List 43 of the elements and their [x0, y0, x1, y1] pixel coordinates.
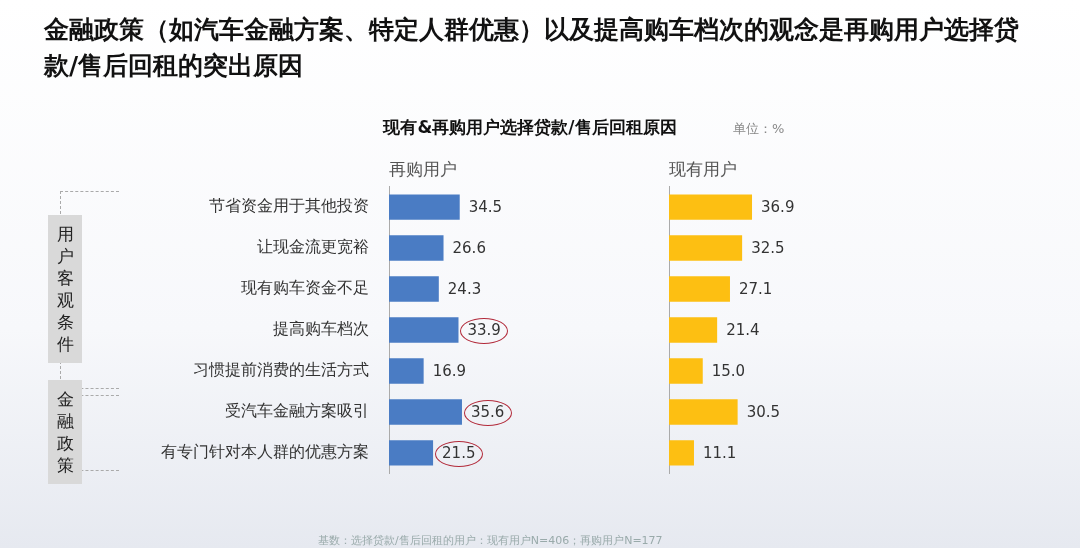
y-tick-label: 受汽车金融方案吸引: [225, 401, 369, 421]
text: 金融政策: [48, 380, 82, 485]
data-label: 33.9: [467, 320, 501, 339]
text: 用户客观条件: [48, 215, 82, 364]
data-label: 15.0: [711, 361, 746, 380]
bar: [669, 440, 694, 466]
y-tick-label: 习惯提前消费的生活方式: [193, 360, 369, 380]
y-tick-label: 现有购车资金不足: [241, 278, 369, 298]
bar: [389, 194, 460, 220]
data-label: 21.4: [726, 320, 760, 339]
data-label: 36.9: [761, 197, 795, 216]
bar: [389, 358, 424, 384]
series-label: 再购用户: [389, 158, 457, 181]
data-label: 21.5: [442, 443, 476, 462]
y-tick-label: 有专门针对本人群的优惠方案: [161, 442, 369, 462]
y-tick-label: 让现金流更宽裕: [257, 237, 369, 257]
text: 基数：选择贷款/售后回租的用户：现有用户N=406；再购用户N=177: [318, 533, 663, 548]
data-label: 26.6: [452, 238, 486, 257]
text: 现有&再购用户选择贷款/售后回租原因: [381, 116, 678, 139]
bar: [669, 358, 703, 384]
data-label: 32.5: [751, 238, 785, 257]
data-label: 16.9: [432, 361, 467, 380]
bar: [669, 399, 738, 425]
data-label: 30.5: [746, 402, 781, 421]
data-label: 35.6: [470, 402, 505, 421]
bar: [669, 235, 743, 261]
series-label: 现有用户: [669, 158, 737, 181]
data-label: 11.1: [702, 443, 737, 462]
text: 金融政策（如汽车金融方案、特定人群优惠）以及提高购车档次的观念是再购用户选择贷款/售后回租的突出原因: [44, 14, 1020, 82]
data-label: 24.3: [447, 279, 482, 298]
bar: [389, 399, 462, 425]
bar: [389, 440, 434, 466]
text: 单位：%: [733, 120, 785, 138]
bar: [389, 235, 444, 261]
bar: [389, 276, 439, 302]
data-label: 27.1: [738, 279, 773, 298]
bar: [389, 317, 459, 343]
y-tick-label: 提高购车档次: [273, 319, 369, 339]
data-label: 34.5: [468, 197, 503, 216]
bar: [669, 317, 718, 343]
bar: [669, 194, 753, 220]
bar: [669, 276, 730, 302]
y-tick-label: 节省资金用于其他投资: [209, 196, 369, 216]
